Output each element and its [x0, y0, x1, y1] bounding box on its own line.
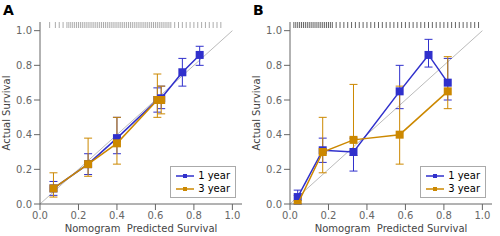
svg-text:0.0: 0.0: [32, 210, 48, 221]
svg-text:1.0: 1.0: [224, 210, 240, 221]
html-text:1 year: 1 year: [198, 170, 230, 181]
html-text:3 year: 3 year: [448, 183, 480, 194]
svg-text:0.2: 0.2: [266, 164, 282, 175]
svg-text:0.6: 0.6: [397, 210, 413, 221]
svg-text:1.0: 1.0: [474, 210, 490, 221]
svg-text:0.6: 0.6: [266, 95, 282, 106]
svg-text:0.4: 0.4: [266, 129, 282, 140]
html-text:Nomogram Predicted Survival: Nomogram Predicted Survival: [314, 223, 468, 234]
svg-text:0.0: 0.0: [16, 199, 32, 210]
svg-text:1.0: 1.0: [16, 25, 32, 36]
svg-text:0.8: 0.8: [186, 210, 202, 221]
svg-text:0.4: 0.4: [16, 129, 32, 140]
svg-text:0.6: 0.6: [16, 95, 32, 106]
svg-text:0.2: 0.2: [71, 210, 87, 221]
svg-text:0.4: 0.4: [359, 210, 375, 221]
svg-text:0.8: 0.8: [436, 210, 452, 221]
svg-text:0.2: 0.2: [16, 164, 32, 175]
html-text:B: B: [253, 2, 264, 18]
svg-text:0.8: 0.8: [16, 60, 32, 71]
html-text:Actual Survival: Actual Survival: [251, 75, 262, 151]
html-text:A: A: [3, 2, 14, 18]
svg-text:1.0: 1.0: [266, 25, 282, 36]
svg-text:0.2: 0.2: [321, 210, 337, 221]
svg-text:0.0: 0.0: [282, 210, 298, 221]
html-text:3 year: 3 year: [198, 183, 230, 194]
svg-text:0.8: 0.8: [266, 60, 282, 71]
html-text:Actual Survival: Actual Survival: [1, 75, 12, 151]
html-text:Nomogram Predicted Survival: Nomogram Predicted Survival: [64, 223, 218, 234]
svg-text:0.6: 0.6: [147, 210, 163, 221]
html-text:1 year: 1 year: [448, 170, 480, 181]
svg-text:0.4: 0.4: [109, 210, 125, 221]
svg-text:0.0: 0.0: [266, 199, 282, 210]
